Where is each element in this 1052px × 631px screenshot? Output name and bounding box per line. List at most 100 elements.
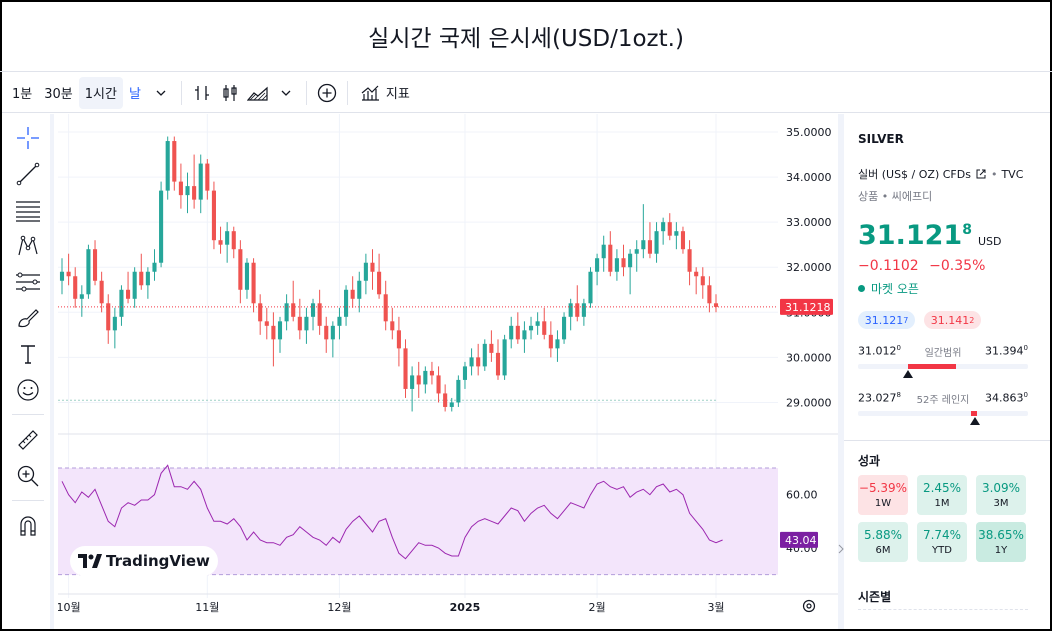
chevron-right-icon[interactable] <box>838 544 844 554</box>
candle <box>119 285 124 326</box>
candle-body <box>119 289 124 317</box>
candle-body <box>661 222 666 232</box>
plus-circle-icon[interactable] <box>313 77 341 109</box>
performance-3m[interactable]: 3.09% 3M <box>976 475 1026 515</box>
performance-ytd[interactable]: 7.74% YTD <box>917 522 967 562</box>
candle-body <box>707 285 712 304</box>
toolbar-divider <box>346 80 348 105</box>
time-axis-tick-label: 3월 <box>707 601 724 614</box>
candle-body <box>562 316 567 340</box>
year-range-label: 52주 레인지 <box>916 395 970 406</box>
performance-1y[interactable]: 38.65% 1Y <box>976 522 1026 562</box>
candle-chart-type-icon[interactable] <box>216 77 244 109</box>
candle <box>661 217 666 245</box>
candle-body <box>225 231 230 245</box>
candle-body <box>277 321 283 340</box>
candle-body <box>126 289 131 299</box>
candle <box>608 231 613 277</box>
settings-gear-icon[interactable] <box>802 599 816 613</box>
performance-1m[interactable]: 2.45% 1M <box>917 475 967 515</box>
candle <box>621 244 626 277</box>
chevron-down-icon[interactable] <box>147 77 175 109</box>
candle <box>238 240 243 304</box>
candle-body <box>350 289 355 299</box>
day-high: 31.3940 <box>985 344 1028 358</box>
candle <box>713 294 719 313</box>
candle <box>502 334 507 380</box>
symbol-ticker[interactable]: SILVER <box>858 132 904 146</box>
candle-body <box>79 294 84 299</box>
candle-body <box>165 141 170 191</box>
candle <box>79 285 84 317</box>
candle <box>66 253 71 286</box>
emoji-icon[interactable] <box>14 376 42 404</box>
candle <box>476 343 481 376</box>
candle <box>258 294 263 335</box>
candle <box>324 316 329 353</box>
crosshair-icon[interactable] <box>14 124 42 152</box>
candle-body <box>330 325 335 340</box>
bar-chart-type-icon[interactable] <box>188 77 216 109</box>
ruler-icon[interactable] <box>14 426 42 454</box>
candle <box>641 204 646 259</box>
day-range-bar <box>858 364 1028 369</box>
candle-body <box>310 303 316 317</box>
candle <box>687 240 692 286</box>
indicators-icon <box>361 85 379 101</box>
candle <box>495 339 501 380</box>
symbol-description-row: 실버 (US$ / OZ) CFDs • TVC <box>858 167 1024 182</box>
day-range-label: 일간범위 <box>924 348 962 359</box>
candle-body <box>377 271 382 295</box>
candle <box>700 267 705 299</box>
candle <box>344 285 349 326</box>
candle <box>515 312 520 344</box>
candle <box>277 316 283 353</box>
price-change: −0.1102 <box>858 258 919 274</box>
external-link-icon[interactable] <box>975 168 987 180</box>
chart-toolbar: 1분 30분 1시간 날 지표 <box>2 73 1050 113</box>
candle <box>456 375 461 407</box>
candle <box>443 384 448 412</box>
zoom-in-icon[interactable] <box>14 462 42 490</box>
pattern-icon[interactable] <box>14 232 42 260</box>
magnet-icon[interactable] <box>14 512 42 540</box>
brush-icon[interactable] <box>14 304 42 332</box>
interval-day-button[interactable]: 날 <box>128 87 141 102</box>
indicators-button[interactable]: 지표 <box>354 77 416 109</box>
interval-30m-button[interactable]: 30분 <box>44 87 73 102</box>
candle-body <box>139 271 144 286</box>
candle-body <box>198 163 203 200</box>
candle-body <box>641 240 646 250</box>
candle <box>667 213 672 241</box>
candle <box>588 267 593 308</box>
trend-line-icon[interactable] <box>14 160 42 188</box>
candle <box>73 267 78 308</box>
panel-divider <box>838 114 844 629</box>
candle <box>462 361 468 389</box>
candle-body <box>581 303 586 317</box>
candle <box>403 339 408 398</box>
text-tool-icon[interactable] <box>14 340 42 368</box>
candle-body <box>601 244 606 259</box>
symbol-description: 실버 (US$ / OZ) CFDs <box>858 168 971 181</box>
performance-1w[interactable]: −5.39% 1W <box>858 475 908 515</box>
interval-1m-button[interactable]: 1분 <box>12 87 33 102</box>
price-axis-tick-label: 33.0000 <box>786 216 832 229</box>
candle <box>304 307 309 344</box>
projection-icon[interactable] <box>14 268 42 296</box>
price-change-row: −0.1102 −0.35% <box>858 258 985 274</box>
performance-6m[interactable]: 5.88% 6M <box>858 522 908 562</box>
candle-body <box>515 325 520 340</box>
candle-body <box>548 334 553 349</box>
chevron-down-icon[interactable] <box>272 77 300 109</box>
interval-1h-button[interactable]: 1시간 <box>78 76 123 109</box>
toolbar-divider <box>305 80 307 105</box>
area-chart-type-icon[interactable] <box>244 77 272 109</box>
chart-area[interactable]: 35.000034.000033.000032.000031.000030.00… <box>57 114 838 629</box>
candle-body <box>297 316 302 331</box>
candle-body <box>66 271 71 277</box>
page-title: 실시간 국제 은시세(USD/1ozt.) <box>0 0 1052 72</box>
fib-retracement-icon[interactable] <box>14 196 42 224</box>
candle <box>106 294 111 344</box>
year-high: 34.8630 <box>985 391 1028 405</box>
